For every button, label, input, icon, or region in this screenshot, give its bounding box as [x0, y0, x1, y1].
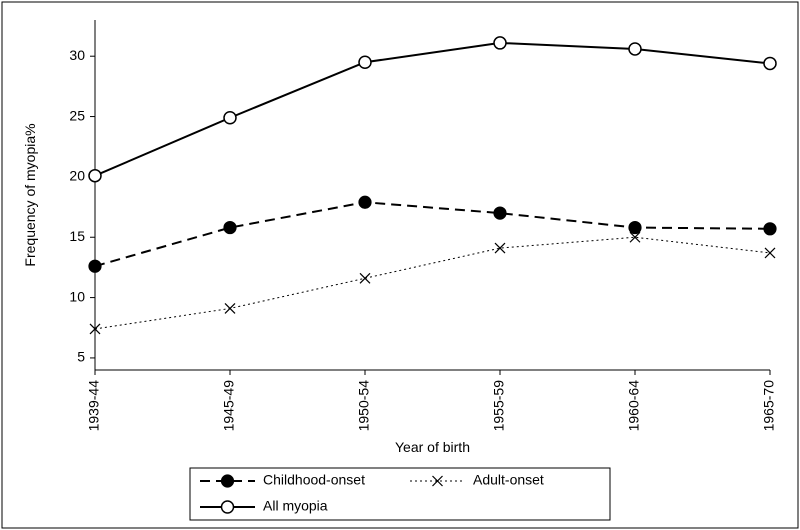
y-tick-label: 10 — [69, 288, 85, 304]
x-tick-label: 1945-49 — [221, 380, 237, 432]
y-tick-label: 5 — [77, 349, 85, 365]
legend: Childhood-onset Adult-onset All myopia — [190, 468, 610, 520]
y-tick-label: 30 — [69, 47, 85, 63]
x-tick-label: 1950-54 — [356, 380, 372, 432]
legend-label: Childhood-onset — [263, 472, 365, 488]
y-axis-label: Frequency of myopia% — [22, 123, 38, 266]
x-tick-label: 1960-64 — [626, 380, 642, 432]
legend-label: All myopia — [263, 498, 328, 514]
legend-label: Adult-onset — [473, 472, 544, 488]
y-tick-label: 15 — [69, 228, 85, 244]
x-tick-label: 1965-70 — [761, 380, 777, 432]
x-tick-label: 1939-44 — [86, 380, 102, 432]
x-axis-label: Year of birth — [395, 439, 470, 455]
y-tick-label: 25 — [69, 107, 85, 123]
line-chart: 5 10 15 20 25 30 1939-44 1945-49 1950-54 1955-59 1… — [0, 0, 800, 530]
y-tick-label: 20 — [69, 168, 85, 184]
chart-container: 5 10 15 20 25 30 1939-44 1945-49 1950-54 1955-59 1… — [0, 0, 800, 530]
x-tick-label: 1955-59 — [491, 380, 507, 432]
